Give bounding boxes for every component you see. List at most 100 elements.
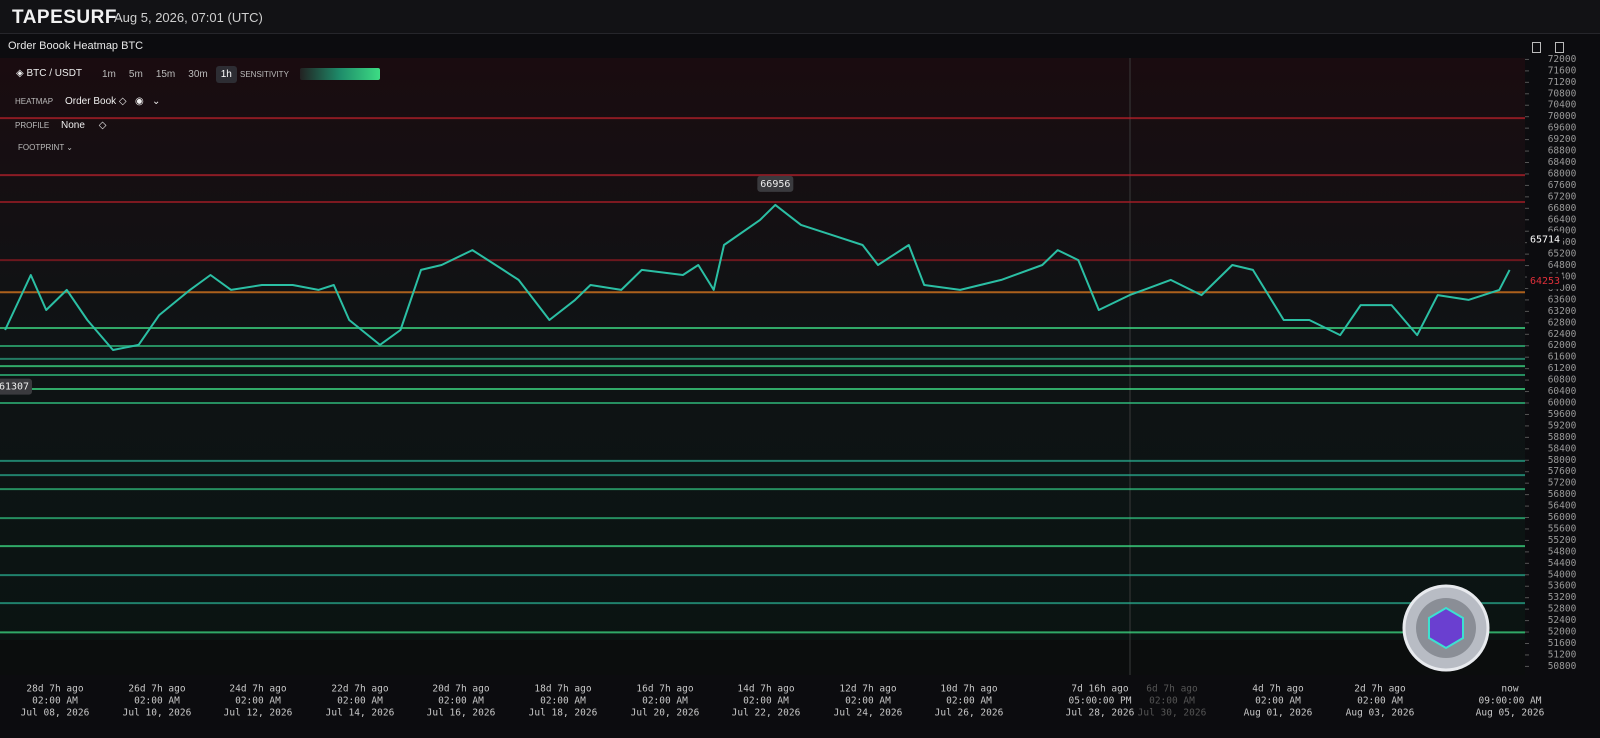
x-tick-label: 02:00 AM [642,696,688,707]
sensitivity-label: SENSITIVITY [240,70,289,79]
x-tick-label: Jul 30, 2026 [1138,708,1207,719]
timeframe-button[interactable]: 15m [155,69,176,80]
y-tick-label: 70800 [1548,88,1577,99]
y-tick-label: 71600 [1548,65,1577,76]
x-tick-label: Jul 16, 2026 [427,708,496,719]
x-tick-label: 02:00 AM [1357,696,1403,707]
x-tick-label: 02:00 AM [438,696,484,707]
x-tick-label: Aug 05, 2026 [1476,708,1545,719]
timeframe-button[interactable]: 30m [188,69,208,80]
y-tick-label: 53600 [1548,581,1577,592]
datetime: Aug 5, 2026, 07:01 (UTC) [114,10,263,25]
icon-btn[interactable] [1532,42,1541,53]
x-tick-label: 02:00 AM [337,696,383,707]
y-tick-label: 69200 [1548,134,1577,145]
y-tick-label: 64800 [1548,260,1577,271]
x-tick-label: Jul 14, 2026 [326,708,395,719]
x-tick-label: 12d 7h ago [839,684,896,695]
y-tick-label: 51200 [1548,649,1577,660]
y-tick-label: 70000 [1548,111,1577,122]
y-tick-label: 62400 [1548,329,1577,340]
x-tick-label: 02:00 AM [235,696,281,707]
y-tick-label: 54800 [1548,546,1577,557]
y-tick-label: 66800 [1548,203,1577,214]
y-tick-label: 62000 [1548,340,1577,351]
x-tick-label: 28d 7h ago [26,684,83,695]
heatmap-label: HEATMAP [15,97,54,106]
y-tick-label: 57200 [1548,478,1577,489]
y-tick-label: 70400 [1548,100,1577,111]
y-tick-label: 63600 [1548,294,1577,305]
panel-icons [1518,40,1564,58]
y-tick-label: 52000 [1548,627,1577,638]
y-tick-label: 69600 [1548,123,1577,134]
y-tick-label: 63200 [1548,306,1577,317]
timeframe-button[interactable]: 1h [215,66,237,83]
x-tick-label: 09:00:00 AM [1479,696,1542,707]
y-tick-label: 66400 [1548,214,1577,225]
x-tick-label: 26d 7h ago [128,684,185,695]
y-tick-label: 61600 [1548,352,1577,363]
y-tick-label: 53200 [1548,592,1577,603]
icon-btn[interactable] [1555,42,1564,53]
footprint-toggle[interactable]: FOOTPRINT ⌄ [18,143,74,152]
y-tick-label: 58400 [1548,443,1577,454]
x-tick-label: 10d 7h ago [940,684,997,695]
y-tick-label: 62800 [1548,317,1577,328]
x-tick-label: 2d 7h ago [1354,684,1406,695]
x-tick-label: Jul 26, 2026 [935,708,1004,719]
pair[interactable]: ◈ BTC / USDT [16,68,83,79]
y-tick-label: 66000 [1548,226,1577,237]
y-tick-label: 68400 [1548,157,1577,168]
y-tick-label: 56000 [1548,512,1577,523]
x-tick-label: Jul 18, 2026 [529,708,598,719]
x-tick-label: 18d 7h ago [534,684,591,695]
x-tick-label: Jul 24, 2026 [834,708,903,719]
y-tick-label: 65200 [1548,249,1577,260]
y-tick-label: 58000 [1548,455,1577,466]
last-price-box [1527,231,1563,248]
y-tick-label: 60400 [1548,386,1577,397]
high-label: 66956 [760,179,790,190]
y-tick-label: 67600 [1548,180,1577,191]
x-tick-label: 05:00:00 PM [1069,696,1132,707]
x-tick-label: 02:00 AM [845,696,891,707]
profile-select[interactable]: None ◇ [61,120,107,131]
y-tick-label: 52800 [1548,604,1577,615]
y-tick-label: 54400 [1548,558,1577,569]
x-tick-label: 16d 7h ago [636,684,693,695]
x-tick-label: Jul 28, 2026 [1066,708,1135,719]
heatmap-select[interactable]: Order Book ◇ ◉ ⌄ [65,96,161,107]
x-tick-label: Aug 03, 2026 [1346,708,1415,719]
x-tick-label: Aug 01, 2026 [1244,708,1313,719]
marked-price: 64253 [1530,276,1560,287]
y-tick-label: 60800 [1548,375,1577,386]
pair-label: BTC / USDT [26,68,83,79]
marked-price-box [1527,273,1563,290]
y-tick-label: 72000 [1548,54,1577,65]
x-tick-label: 7d 16h ago [1071,684,1128,695]
plot-layer [0,117,1525,634]
x-tick-label: 02:00 AM [32,696,78,707]
x-tick-label: Jul 22, 2026 [732,708,801,719]
y-tick-label: 59600 [1548,409,1577,420]
y-tick-label: 55200 [1548,535,1577,546]
y-tick-label: 56800 [1548,489,1577,500]
x-tick-label: 20d 7h ago [432,684,489,695]
timeframe-button[interactable]: 5m [128,69,143,80]
y-tick-label: 64000 [1548,283,1577,294]
watermark-logo [1428,606,1464,650]
timeframe-button[interactable]: 1m [102,69,116,80]
sensitivity-slider[interactable] [300,68,380,80]
profile-value: None [61,120,85,131]
y-tick-label: 52400 [1548,615,1577,626]
high-label-box [757,175,794,192]
y-tick-label: 55600 [1548,523,1577,534]
x-tick-label: 02:00 AM [946,696,992,707]
logo[interactable]: TAPESURF [12,7,117,28]
x-tick-label: 02:00 AM [743,696,789,707]
x-tick-label: Jul 12, 2026 [224,708,293,719]
x-tick-label: 24d 7h ago [229,684,286,695]
x-tick-label: 14d 7h ago [737,684,794,695]
